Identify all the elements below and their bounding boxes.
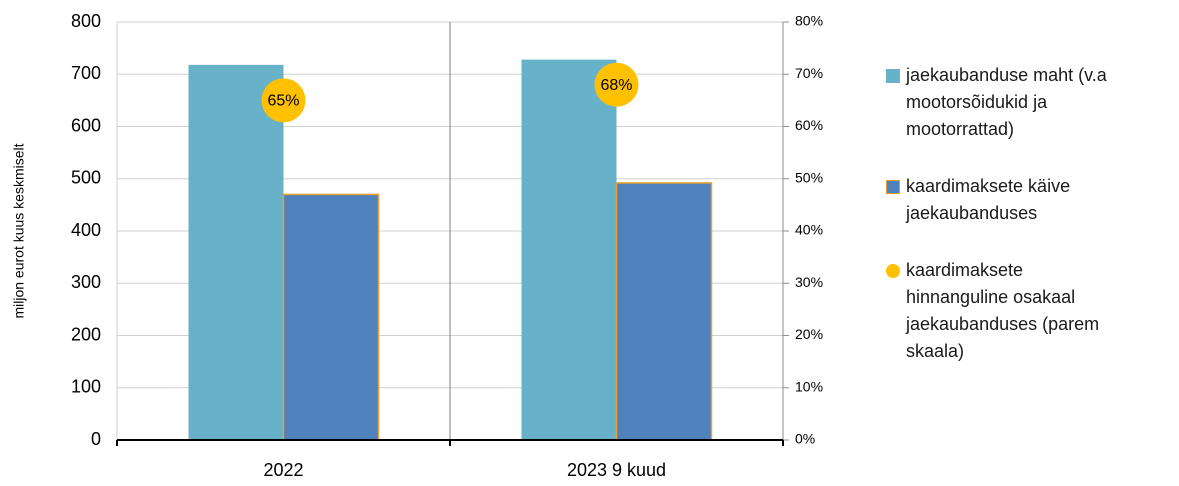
y-tick-label: 700 [71,63,101,83]
bar [188,64,284,440]
y2-tick-label: 20% [795,326,823,342]
bar [521,59,617,441]
y2-tick-label: 0% [795,431,815,447]
data-label: 68% [600,77,632,94]
data-label: 65% [267,93,299,110]
legend-swatch [886,264,900,278]
y-axis-label: miljon eurot kuus keskmiselt [11,143,27,318]
y2-tick-label: 70% [795,65,823,81]
legend-label: kaardimaksete hinnanguline osakaal jaeka… [906,260,1100,361]
y2-tick-label: 30% [795,274,823,290]
x-tick-label: 2022 [263,460,303,480]
y2-tick-label: 10% [795,378,823,394]
y-tick-label: 300 [71,272,101,292]
y-tick-label: 400 [71,220,101,240]
share-marker [261,78,306,123]
legend-label: kaardimaksete käive jaekaubanduses [906,176,1071,223]
y-tick-label: 100 [71,377,101,397]
bar [282,193,380,441]
y-tick-label: 200 [71,324,101,344]
legend-label: jaekaubanduse maht (v.a mootorsõidukid j… [906,65,1107,139]
y2-tick-label: 80% [795,13,823,29]
legend: jaekaubanduse maht (v.a mootorsõidukid j… [886,62,1166,395]
y-tick-label: 800 [71,11,101,31]
share-marker [594,62,639,107]
legend-entry: jaekaubanduse maht (v.a mootorsõidukid j… [886,62,1116,143]
y2-tick-label: 50% [795,169,823,185]
legend-entry: kaardimaksete hinnanguline osakaal jaeka… [886,257,1116,365]
y-tick-label: 600 [71,115,101,135]
x-tick-label: 2023 9 kuud [567,460,666,480]
y-tick-label: 0 [91,429,101,449]
legend-swatch [886,69,900,83]
bar [615,182,713,441]
y2-tick-label: 60% [795,117,823,133]
legend-entry: kaardimaksete käive jaekaubanduses [886,173,1116,227]
y-tick-label: 500 [71,168,101,188]
legend-swatch [886,180,900,194]
y2-tick-label: 40% [795,222,823,238]
